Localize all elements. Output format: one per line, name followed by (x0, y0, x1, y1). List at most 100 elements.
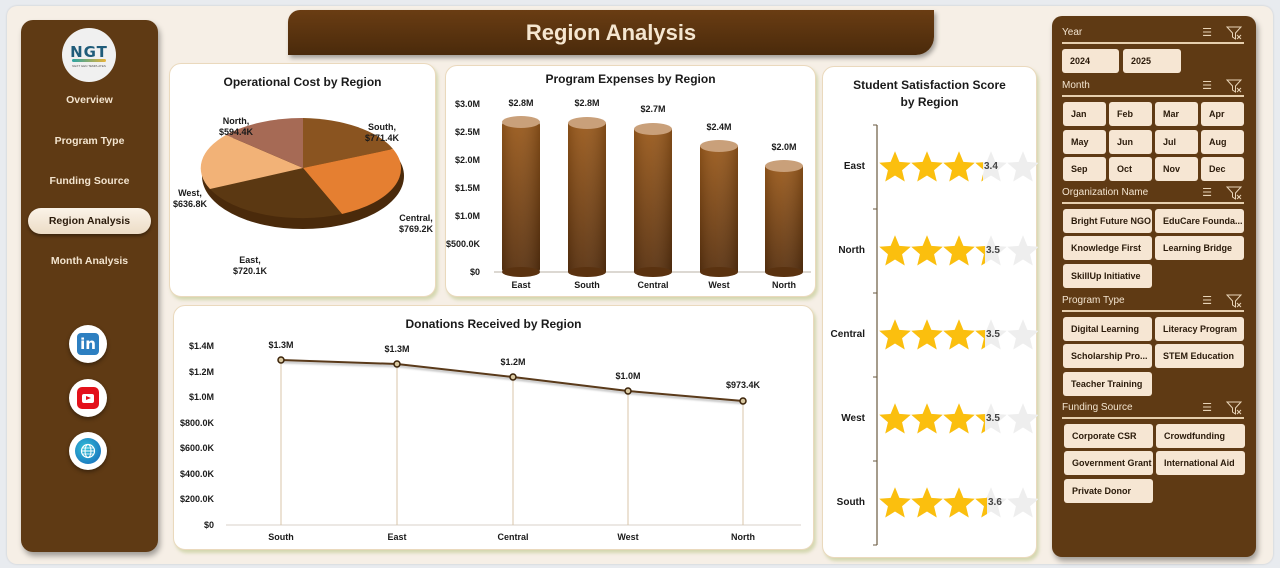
website-button[interactable] (69, 432, 107, 470)
stars-north (879, 235, 1038, 266)
y-tick: $2.0M (454, 155, 480, 165)
chart-title-line2: by Region (900, 95, 959, 109)
satisfaction-chart: Student Satisfaction Score by Region (822, 66, 1038, 558)
month-option[interactable]: Oct (1109, 157, 1152, 181)
program-type-option[interactable]: STEM Education (1155, 344, 1244, 368)
bar-chart (494, 116, 811, 277)
year-option-2025[interactable]: 2025 (1123, 49, 1181, 73)
month-option[interactable]: Jun (1109, 130, 1152, 154)
multi-select-icon[interactable]: ☰ (1202, 27, 1212, 39)
multi-select-icon[interactable]: ☰ (1202, 402, 1212, 414)
organization-option[interactable]: SkillUp Initiative (1063, 264, 1152, 288)
multi-select-icon[interactable]: ☰ (1202, 80, 1212, 92)
slicer-organization-header: Organization Name ☰ (1062, 186, 1244, 204)
program-type-option[interactable]: Scholarship Pro... (1063, 344, 1152, 368)
nav-month-analysis[interactable]: Month Analysis (50, 255, 129, 267)
funding-source-option[interactable]: Corporate CSR (1064, 424, 1153, 448)
pie-label-north: North, (222, 116, 250, 126)
funding-source-option[interactable]: Government Grant (1064, 451, 1153, 475)
pie-value-west: $636.8K (172, 199, 208, 209)
organization-option[interactable]: EduCare Founda... (1155, 209, 1244, 233)
slicer-month-header: Month ☰ (1062, 79, 1244, 97)
month-option[interactable]: Apr (1201, 102, 1244, 126)
star-rating-chart (873, 124, 1038, 546)
chart-title: Operational Cost by Region (223, 75, 382, 89)
funding-source-option[interactable]: International Aid (1156, 451, 1245, 475)
line-value-north: $973.4K (725, 380, 761, 390)
clear-filter-icon[interactable] (1226, 185, 1242, 201)
x-label: Central (637, 280, 669, 290)
line-value-east: $1.3M (384, 344, 410, 354)
linkedin-button[interactable]: in (69, 325, 107, 363)
clear-filter-icon[interactable] (1226, 400, 1242, 416)
organization-option[interactable]: Bright Future NGO (1063, 209, 1152, 233)
pie-label-east: East, (239, 255, 261, 265)
bar-value-central: $2.7M (640, 104, 666, 114)
left-navigation: NGT NEXT GEN TEMPLATES Overview Program … (21, 20, 158, 552)
line-value-central: $1.2M (500, 357, 526, 367)
x-label: West (617, 532, 639, 542)
y-tick: $1.4M (188, 341, 214, 351)
x-label: South (574, 280, 600, 290)
slicer-label: Year (1062, 27, 1083, 38)
nav-program-type[interactable]: Program Type (54, 135, 125, 147)
y-tick: $1.2M (188, 367, 214, 377)
point-west (624, 387, 632, 395)
operational-cost-chart: Operational Cost by Region North, $594.4… (169, 63, 436, 297)
pie-slice-central (303, 149, 402, 214)
nav-funding-source[interactable]: Funding Source (49, 175, 130, 187)
globe-icon (75, 438, 101, 464)
point-south (277, 356, 285, 364)
stars-west (879, 403, 1038, 434)
pie-slice-west (200, 135, 303, 189)
x-label: South (268, 532, 294, 542)
score-central: 3.5 (986, 329, 1000, 340)
score-north: 3.5 (986, 245, 1000, 256)
line-value-west: $1.0M (615, 371, 641, 381)
score-west: 3.5 (986, 413, 1000, 424)
y-tick: $1.0M (188, 392, 214, 402)
pie-slice-south (303, 118, 393, 168)
month-option[interactable]: Sep (1063, 157, 1106, 181)
program-type-option[interactable]: Literacy Program (1155, 317, 1244, 341)
stars-central (879, 319, 1038, 350)
x-label: East (511, 280, 531, 290)
point-north (739, 397, 747, 405)
program-type-option[interactable]: Teacher Training (1063, 372, 1152, 396)
multi-select-icon[interactable]: ☰ (1202, 295, 1212, 307)
clear-filter-icon[interactable] (1226, 25, 1242, 41)
month-option[interactable]: May (1063, 130, 1106, 154)
month-option[interactable]: Jan (1063, 102, 1106, 126)
year-option-2024[interactable]: 2024 (1062, 49, 1119, 73)
clear-filter-icon[interactable] (1226, 293, 1242, 309)
x-label: West (708, 280, 730, 290)
y-tick: $200.0K (179, 494, 214, 504)
nav-overview[interactable]: Overview (66, 94, 113, 106)
multi-select-icon[interactable]: ☰ (1202, 187, 1212, 199)
y-label-south: South (836, 497, 865, 508)
month-option[interactable]: Feb (1109, 102, 1152, 126)
month-option[interactable]: Nov (1155, 157, 1198, 181)
month-option[interactable]: Jul (1155, 130, 1198, 154)
page-title: Region Analysis (288, 10, 934, 55)
funding-source-option[interactable]: Private Donor (1064, 479, 1153, 503)
program-type-option[interactable]: Digital Learning (1063, 317, 1152, 341)
stars-east (879, 151, 1038, 182)
x-label: North (772, 280, 796, 290)
score-south: 3.6 (988, 497, 1002, 508)
month-option[interactable]: Aug (1201, 130, 1244, 154)
y-tick: $1.5M (454, 183, 480, 193)
chart-title: Donations Received by Region (405, 317, 582, 331)
funding-source-option[interactable]: Crowdfunding (1156, 424, 1245, 448)
organization-option[interactable]: Learning Bridge (1155, 236, 1244, 260)
organization-option[interactable]: Knowledge First (1063, 236, 1152, 260)
y-label-east: East (843, 161, 865, 172)
month-option[interactable]: Mar (1155, 102, 1198, 126)
clear-filter-icon[interactable] (1226, 78, 1242, 94)
month-option[interactable]: Dec (1201, 157, 1244, 181)
nav-region-analysis[interactable]: Region Analysis (28, 208, 151, 234)
pie-value-east: $720.1K (232, 266, 268, 276)
youtube-button[interactable] (69, 379, 107, 417)
ngt-logo: NGT NEXT GEN TEMPLATES (62, 28, 116, 82)
pie-value-north: $594.4K (218, 127, 254, 137)
